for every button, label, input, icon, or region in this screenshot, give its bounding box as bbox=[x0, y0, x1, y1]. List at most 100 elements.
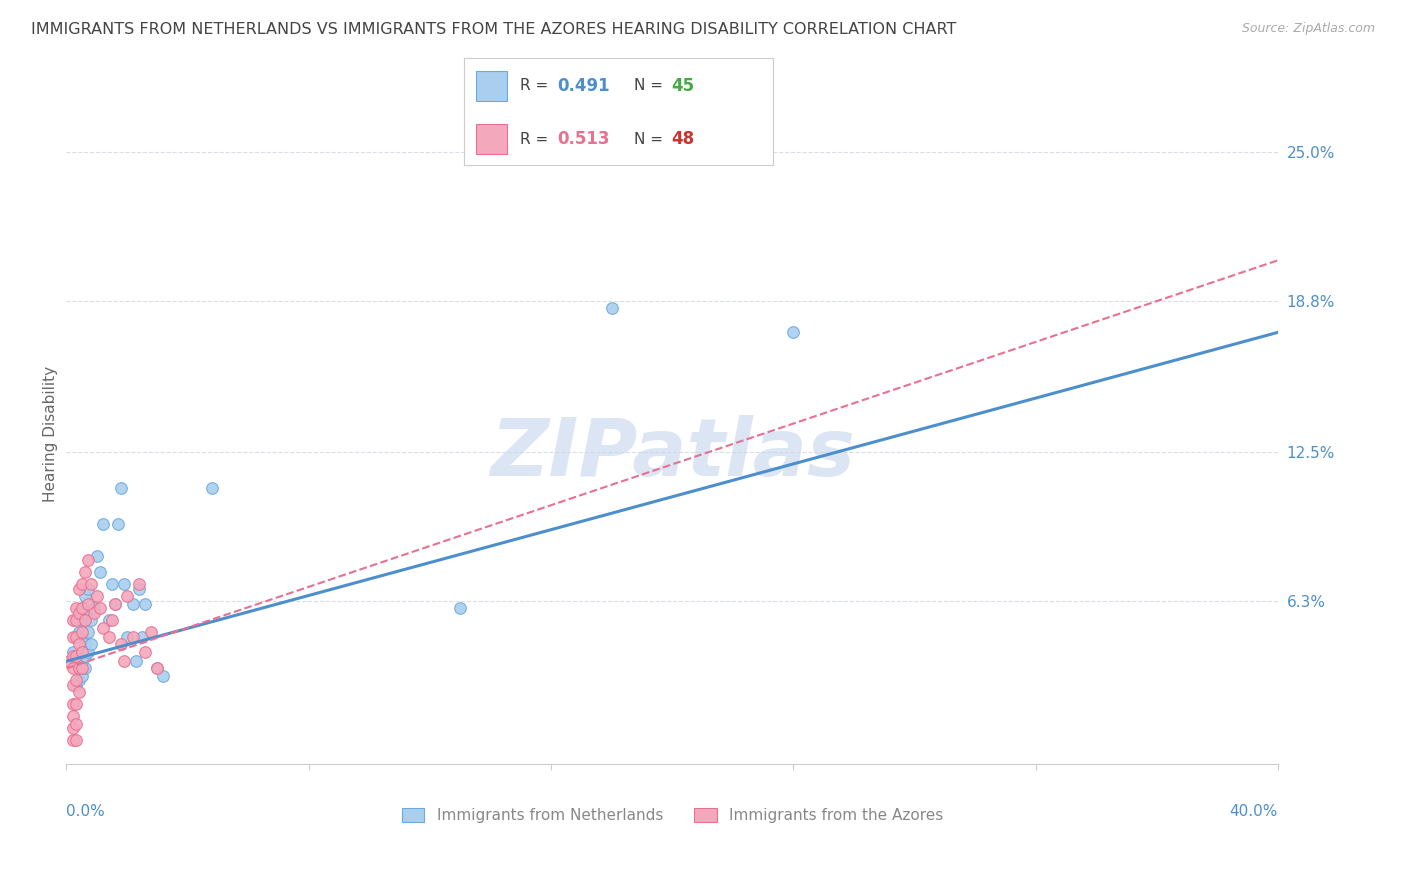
Point bbox=[104, 597, 127, 611]
Point bbox=[62, 661, 84, 675]
Bar bbox=[477, 124, 508, 154]
Point bbox=[201, 481, 224, 495]
Point bbox=[89, 601, 111, 615]
Point bbox=[70, 614, 93, 628]
Point bbox=[449, 601, 471, 615]
Point bbox=[76, 582, 98, 597]
Point bbox=[70, 577, 93, 591]
Point bbox=[70, 630, 93, 644]
Point bbox=[67, 582, 90, 597]
Point bbox=[65, 654, 87, 668]
Text: 0.513: 0.513 bbox=[557, 130, 609, 148]
Point bbox=[65, 614, 87, 628]
Point bbox=[70, 625, 93, 640]
Point bbox=[70, 661, 93, 675]
Point bbox=[65, 678, 87, 692]
Point bbox=[73, 661, 96, 675]
Point bbox=[70, 654, 93, 668]
Point bbox=[83, 601, 105, 615]
Point bbox=[86, 590, 108, 604]
Text: 0.0%: 0.0% bbox=[66, 804, 105, 819]
Point bbox=[70, 601, 93, 615]
Point bbox=[101, 614, 124, 628]
Point bbox=[141, 625, 163, 640]
Point bbox=[79, 614, 101, 628]
Point bbox=[91, 517, 114, 532]
Point bbox=[122, 597, 145, 611]
Point bbox=[70, 645, 93, 659]
Point bbox=[67, 661, 90, 675]
Point bbox=[134, 597, 156, 611]
Point bbox=[600, 301, 623, 316]
Text: N =: N = bbox=[634, 132, 668, 147]
Point bbox=[67, 661, 90, 675]
Point bbox=[65, 733, 87, 747]
Point bbox=[62, 678, 84, 692]
Point bbox=[67, 685, 90, 699]
Point bbox=[62, 709, 84, 723]
Text: R =: R = bbox=[520, 132, 553, 147]
Point bbox=[58, 654, 80, 668]
Point bbox=[65, 673, 87, 688]
Point bbox=[62, 698, 84, 712]
Point bbox=[73, 649, 96, 664]
Point bbox=[86, 549, 108, 563]
Point bbox=[73, 590, 96, 604]
Point bbox=[67, 649, 90, 664]
Point bbox=[65, 601, 87, 615]
Point bbox=[62, 630, 84, 644]
Y-axis label: Hearing Disability: Hearing Disability bbox=[44, 367, 58, 502]
Point bbox=[79, 577, 101, 591]
Point bbox=[62, 733, 84, 747]
Point bbox=[122, 630, 145, 644]
Point bbox=[146, 661, 169, 675]
Point bbox=[65, 649, 87, 664]
Text: 40.0%: 40.0% bbox=[1230, 804, 1278, 819]
Point bbox=[70, 668, 93, 682]
Point bbox=[62, 722, 84, 736]
Legend: Immigrants from Netherlands, Immigrants from the Azores: Immigrants from Netherlands, Immigrants … bbox=[395, 802, 949, 830]
Point bbox=[76, 553, 98, 567]
Point bbox=[128, 582, 150, 597]
Point bbox=[67, 625, 90, 640]
Point bbox=[104, 597, 127, 611]
Point bbox=[107, 517, 129, 532]
Point bbox=[125, 654, 148, 668]
Point bbox=[65, 716, 87, 731]
Bar bbox=[477, 70, 508, 101]
Point bbox=[91, 621, 114, 635]
Text: R =: R = bbox=[520, 78, 553, 94]
Point bbox=[782, 326, 804, 340]
Point bbox=[67, 606, 90, 620]
Point bbox=[115, 590, 138, 604]
Point bbox=[67, 637, 90, 651]
Point bbox=[112, 577, 135, 591]
Point bbox=[134, 645, 156, 659]
Point bbox=[79, 637, 101, 651]
Point bbox=[83, 606, 105, 620]
Point bbox=[76, 645, 98, 659]
Point bbox=[65, 630, 87, 644]
Point bbox=[65, 698, 87, 712]
Point bbox=[97, 614, 120, 628]
Point bbox=[146, 661, 169, 675]
Point bbox=[110, 637, 132, 651]
Point bbox=[62, 614, 84, 628]
Point bbox=[152, 668, 174, 682]
Point bbox=[131, 630, 153, 644]
Text: 45: 45 bbox=[671, 77, 695, 95]
Point bbox=[62, 645, 84, 659]
Point bbox=[128, 577, 150, 591]
Text: Source: ZipAtlas.com: Source: ZipAtlas.com bbox=[1241, 22, 1375, 36]
Point bbox=[101, 577, 124, 591]
Point bbox=[73, 637, 96, 651]
Point bbox=[89, 566, 111, 580]
Point bbox=[70, 601, 93, 615]
Text: 48: 48 bbox=[671, 130, 695, 148]
Text: N =: N = bbox=[634, 78, 668, 94]
Text: ZIPatlas: ZIPatlas bbox=[489, 415, 855, 493]
Text: IMMIGRANTS FROM NETHERLANDS VS IMMIGRANTS FROM THE AZORES HEARING DISABILITY COR: IMMIGRANTS FROM NETHERLANDS VS IMMIGRANT… bbox=[31, 22, 956, 37]
Text: 0.491: 0.491 bbox=[557, 77, 609, 95]
Point bbox=[97, 630, 120, 644]
Point bbox=[70, 645, 93, 659]
